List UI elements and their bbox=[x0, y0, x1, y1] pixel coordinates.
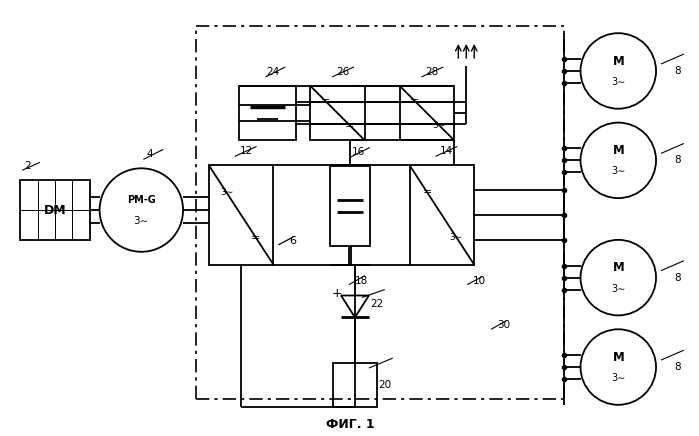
Text: M: M bbox=[612, 351, 624, 364]
Text: 14: 14 bbox=[440, 146, 454, 157]
Text: +: + bbox=[332, 287, 343, 300]
Text: 3∼: 3∼ bbox=[611, 373, 626, 383]
Bar bbox=[20, 180, 89, 240]
Bar bbox=[330, 166, 370, 246]
Text: 30: 30 bbox=[498, 320, 510, 330]
Text: 20: 20 bbox=[378, 380, 391, 390]
Text: =: = bbox=[321, 95, 330, 106]
Circle shape bbox=[580, 123, 656, 198]
Text: 3∼: 3∼ bbox=[611, 77, 626, 87]
Text: 8: 8 bbox=[675, 362, 682, 372]
Text: 12: 12 bbox=[240, 146, 253, 157]
Text: 22: 22 bbox=[370, 300, 384, 310]
Text: ФИГ. 1: ФИГ. 1 bbox=[326, 418, 374, 431]
Text: 24: 24 bbox=[266, 67, 279, 77]
Text: 10: 10 bbox=[473, 276, 486, 286]
Text: 28: 28 bbox=[426, 67, 438, 77]
Text: =: = bbox=[410, 95, 419, 106]
Text: DM: DM bbox=[43, 204, 66, 217]
Text: 3∼: 3∼ bbox=[449, 233, 463, 242]
Text: 3∼: 3∼ bbox=[134, 216, 149, 226]
Text: 8: 8 bbox=[675, 66, 682, 76]
Text: 26: 26 bbox=[336, 67, 350, 77]
Text: =: = bbox=[345, 121, 354, 131]
Text: 3∼: 3∼ bbox=[611, 166, 626, 176]
Text: =: = bbox=[423, 187, 433, 197]
Bar bbox=[209, 165, 273, 265]
Bar bbox=[400, 86, 454, 140]
Circle shape bbox=[580, 329, 656, 405]
Text: 8: 8 bbox=[675, 155, 682, 165]
Circle shape bbox=[580, 240, 656, 315]
Text: 8: 8 bbox=[675, 272, 682, 283]
Text: 18: 18 bbox=[355, 276, 368, 286]
Text: M: M bbox=[612, 261, 624, 274]
Text: PM-G: PM-G bbox=[127, 195, 156, 205]
Text: M: M bbox=[612, 54, 624, 68]
Text: 3∼: 3∼ bbox=[433, 121, 446, 130]
Text: 4: 4 bbox=[146, 150, 152, 160]
Text: 3∼: 3∼ bbox=[611, 283, 626, 293]
Text: 6: 6 bbox=[289, 236, 296, 246]
Bar bbox=[333, 363, 377, 407]
Text: 2: 2 bbox=[24, 161, 31, 171]
Bar bbox=[239, 86, 296, 140]
Circle shape bbox=[99, 168, 183, 252]
Text: =: = bbox=[251, 233, 260, 243]
Text: 3∼: 3∼ bbox=[220, 187, 233, 197]
Bar bbox=[310, 86, 365, 140]
Circle shape bbox=[580, 33, 656, 109]
Text: 16: 16 bbox=[352, 147, 365, 157]
Text: M: M bbox=[612, 144, 624, 157]
Bar bbox=[410, 165, 474, 265]
